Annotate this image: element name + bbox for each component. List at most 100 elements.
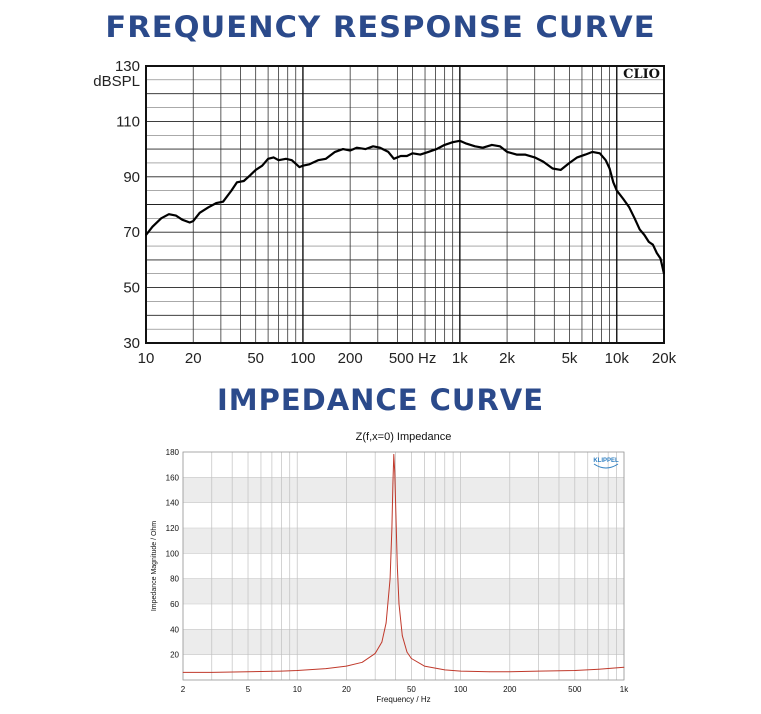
response-point	[435, 148, 438, 150]
response-point	[317, 159, 319, 161]
impedance-point	[396, 565, 398, 567]
response-point	[474, 145, 476, 147]
x-tick-label: 50	[407, 685, 416, 694]
impedance-point	[182, 672, 184, 673]
plot-frame	[182, 451, 625, 681]
response-point	[584, 154, 586, 156]
impedance-point	[406, 651, 408, 653]
response-point	[192, 220, 194, 222]
response-point	[151, 226, 154, 228]
response-point	[524, 154, 526, 156]
x-tick-label: 200	[503, 685, 517, 694]
grid-band	[183, 528, 624, 554]
response-point	[612, 181, 614, 183]
y-tick-label: 20	[170, 651, 179, 660]
y-tick-label: 180	[166, 448, 180, 457]
y-tick-label: 30	[123, 335, 140, 352]
x-tick-label: 20	[342, 685, 351, 694]
response-point	[160, 217, 162, 219]
impedance-point	[488, 671, 490, 673]
impedance-point	[385, 622, 387, 624]
impedance-point	[398, 603, 400, 605]
x-tick-label: 200	[338, 350, 363, 367]
response-point	[652, 244, 654, 246]
impedance-point	[280, 670, 282, 672]
impedance-chart-title: Z(f,x=0) Impedance	[356, 431, 452, 443]
grid-band	[183, 477, 624, 503]
response-point	[639, 228, 641, 231]
y-tick-label: 130	[115, 58, 140, 75]
y-axis-label: Impedance Magnitude / Ohm	[151, 521, 158, 611]
response-point	[560, 169, 562, 171]
response-point	[285, 158, 287, 160]
impedance-point	[401, 635, 403, 637]
impedance-point	[574, 670, 576, 671]
y-tick-label: 120	[166, 524, 180, 533]
x-tick-label: 2k	[499, 350, 515, 367]
response-point	[400, 155, 402, 157]
frequency-response-heading: FREQUENCY RESPONSE CURVE	[105, 10, 656, 44]
impedance-point	[460, 670, 462, 672]
x-tick-label: 20k	[652, 350, 677, 367]
x-tick-label: 500	[568, 685, 582, 694]
clio-brand: CLIO	[623, 67, 660, 82]
x-tick-label: 100	[290, 350, 315, 367]
response-point	[261, 165, 263, 167]
y-tick-label: 110	[116, 113, 140, 130]
response-point	[482, 147, 484, 149]
x-tick-label: 50	[247, 350, 264, 367]
response-point	[199, 212, 201, 214]
response-point	[591, 151, 594, 153]
impedance-point	[394, 470, 396, 472]
response-point	[459, 140, 461, 142]
x-tick-label: 500 Hz	[389, 350, 437, 367]
response-point	[599, 152, 601, 154]
response-point	[622, 198, 624, 200]
impedance-point	[509, 671, 511, 673]
response-point	[364, 148, 366, 150]
y-tick-label: 80	[170, 575, 179, 584]
y-tick-label: 160	[166, 473, 180, 482]
response-point	[412, 152, 414, 154]
impedance-point	[598, 668, 600, 670]
response-point	[499, 145, 501, 147]
y-tick-label: 50	[123, 280, 140, 297]
x-tick-label: 100	[454, 685, 468, 694]
response-point	[643, 234, 645, 236]
response-point	[349, 149, 351, 152]
x-tick-label: 2	[181, 685, 186, 694]
response-point	[387, 151, 389, 153]
response-point	[302, 165, 304, 167]
response-point	[648, 241, 650, 243]
x-tick-label: 5	[246, 685, 251, 694]
x-tick-label: 1k	[620, 685, 629, 694]
grid-band	[183, 629, 624, 655]
response-point	[215, 202, 217, 204]
response-point	[236, 181, 238, 183]
x-tick-label: 5k	[562, 350, 578, 367]
response-point	[659, 257, 662, 260]
response-point	[516, 154, 518, 156]
response-point	[608, 167, 611, 170]
impedance-point	[538, 670, 539, 672]
grid-band	[183, 578, 624, 604]
response-point	[267, 158, 269, 160]
impedance-point	[296, 670, 298, 671]
response-point	[255, 169, 257, 171]
response-point	[334, 151, 336, 153]
impedance-point	[411, 658, 412, 659]
impedance-point	[381, 641, 383, 643]
y-tick-label: 70	[123, 224, 140, 241]
x-axis-label: Frequency / Hz	[376, 695, 430, 704]
response-point	[230, 190, 232, 192]
response-point	[616, 190, 618, 192]
response-point	[444, 144, 446, 146]
response-point	[576, 156, 578, 159]
plot-frame	[145, 65, 665, 344]
response-point	[291, 159, 293, 161]
impedance-point	[423, 665, 425, 667]
response-point	[605, 159, 607, 161]
response-point	[393, 158, 395, 160]
impedance-curve-heading: IMPEDANCE CURVE	[216, 383, 545, 417]
